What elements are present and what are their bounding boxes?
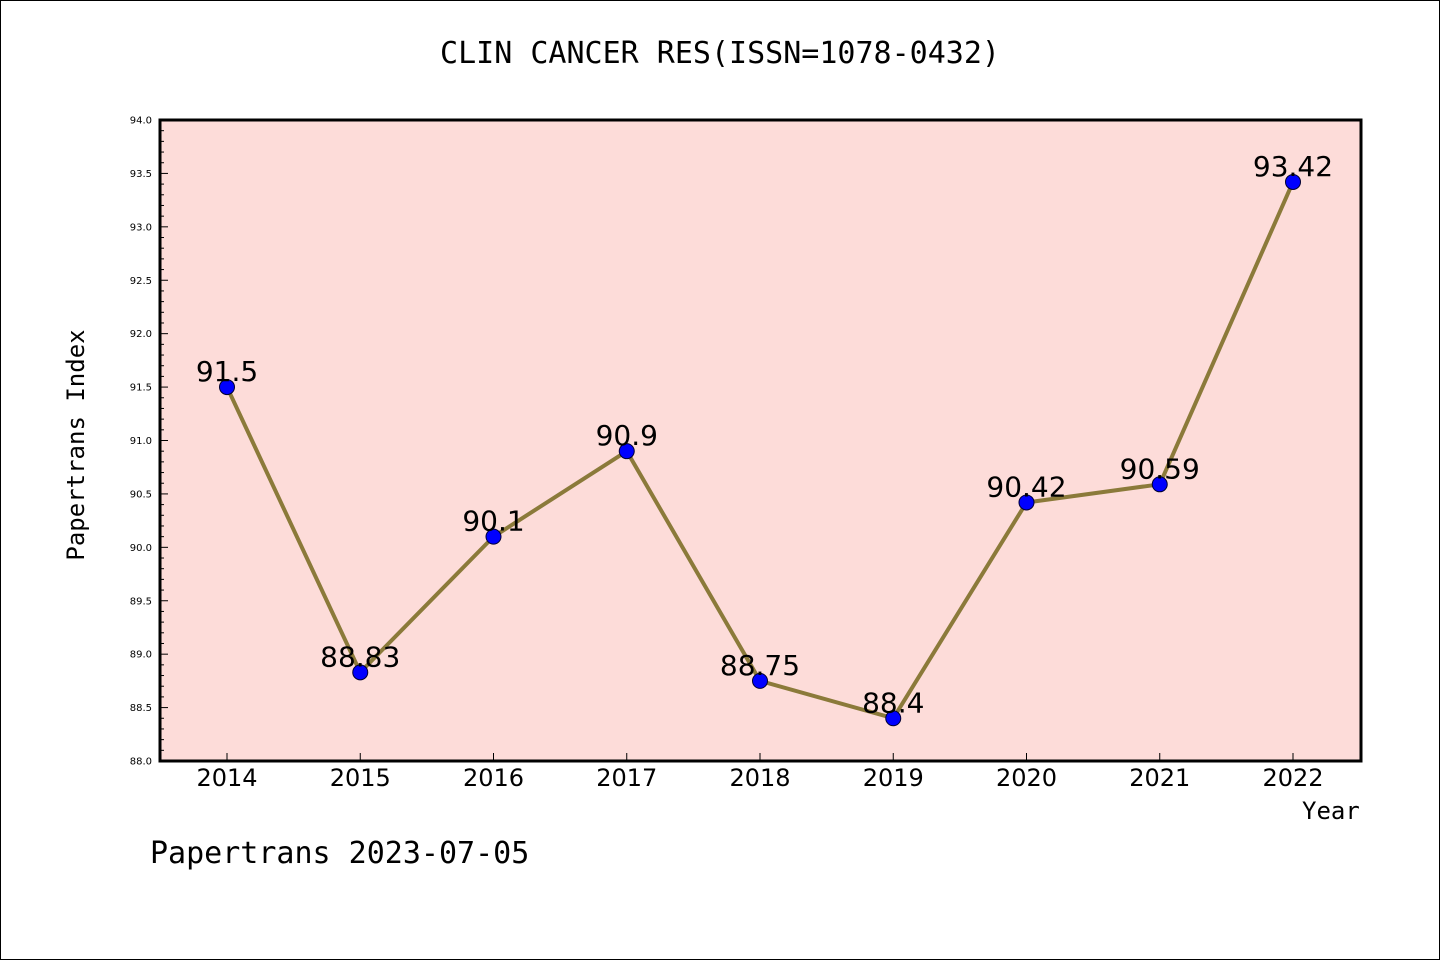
x-tick-label: 2022 (1262, 764, 1323, 792)
x-tick-label: 2021 (1129, 764, 1190, 792)
y-tick-label: 93.5 (130, 169, 152, 180)
data-point (352, 664, 369, 681)
y-tick-label: 92.0 (130, 329, 152, 340)
x-tick-label: 2014 (196, 764, 257, 792)
y-tick-label: 93.0 (130, 222, 152, 233)
data-point (1018, 494, 1035, 511)
y-tick-label: 94.0 (130, 116, 152, 127)
x-tick-label: 2020 (996, 764, 1057, 792)
x-axis-label: Year (1302, 797, 1360, 825)
data-label: 90.1 (462, 505, 524, 538)
y-tick-label: 90.5 (130, 489, 152, 500)
y-tick-label: 91.5 (130, 383, 152, 394)
data-point (485, 528, 502, 545)
data-label: 88.4 (862, 686, 924, 719)
y-tick-label: 89.5 (130, 596, 152, 607)
y-tick-label: 92.5 (130, 276, 152, 287)
data-label: 91.5 (196, 355, 258, 388)
y-tick-label: 88.0 (130, 757, 152, 768)
data-point (219, 379, 235, 396)
data-label: 88.83 (320, 640, 400, 673)
data-label: 90.9 (596, 419, 658, 452)
data-point (1151, 476, 1168, 493)
x-tick-label: 2017 (596, 764, 657, 792)
y-tick-label: 90.0 (130, 543, 152, 554)
x-tick-label: 2018 (729, 764, 790, 792)
plot-area (160, 120, 1361, 761)
data-point (1285, 173, 1301, 190)
data-label: 90.59 (1120, 452, 1200, 485)
data-label: 90.42 (986, 470, 1066, 503)
footer-caption: Papertrans 2023-07-05 (150, 836, 530, 871)
y-tick-label: 89.0 (130, 650, 152, 661)
x-tick-label: 2016 (463, 764, 524, 792)
data-label: 88.75 (720, 649, 800, 682)
data-point (752, 672, 768, 689)
x-tick-label: 2019 (863, 764, 924, 792)
y-tick-label: 88.5 (130, 703, 152, 714)
data-point (618, 443, 635, 460)
chart-title: CLIN CANCER RES(ISSN=1078-0432) (440, 36, 1000, 71)
data-point (885, 710, 902, 727)
plot-border (158, 118, 1363, 763)
data-label: 93.42 (1253, 150, 1333, 183)
y-tick-label: 91.0 (130, 436, 152, 447)
x-tick-label: 2015 (330, 764, 391, 792)
